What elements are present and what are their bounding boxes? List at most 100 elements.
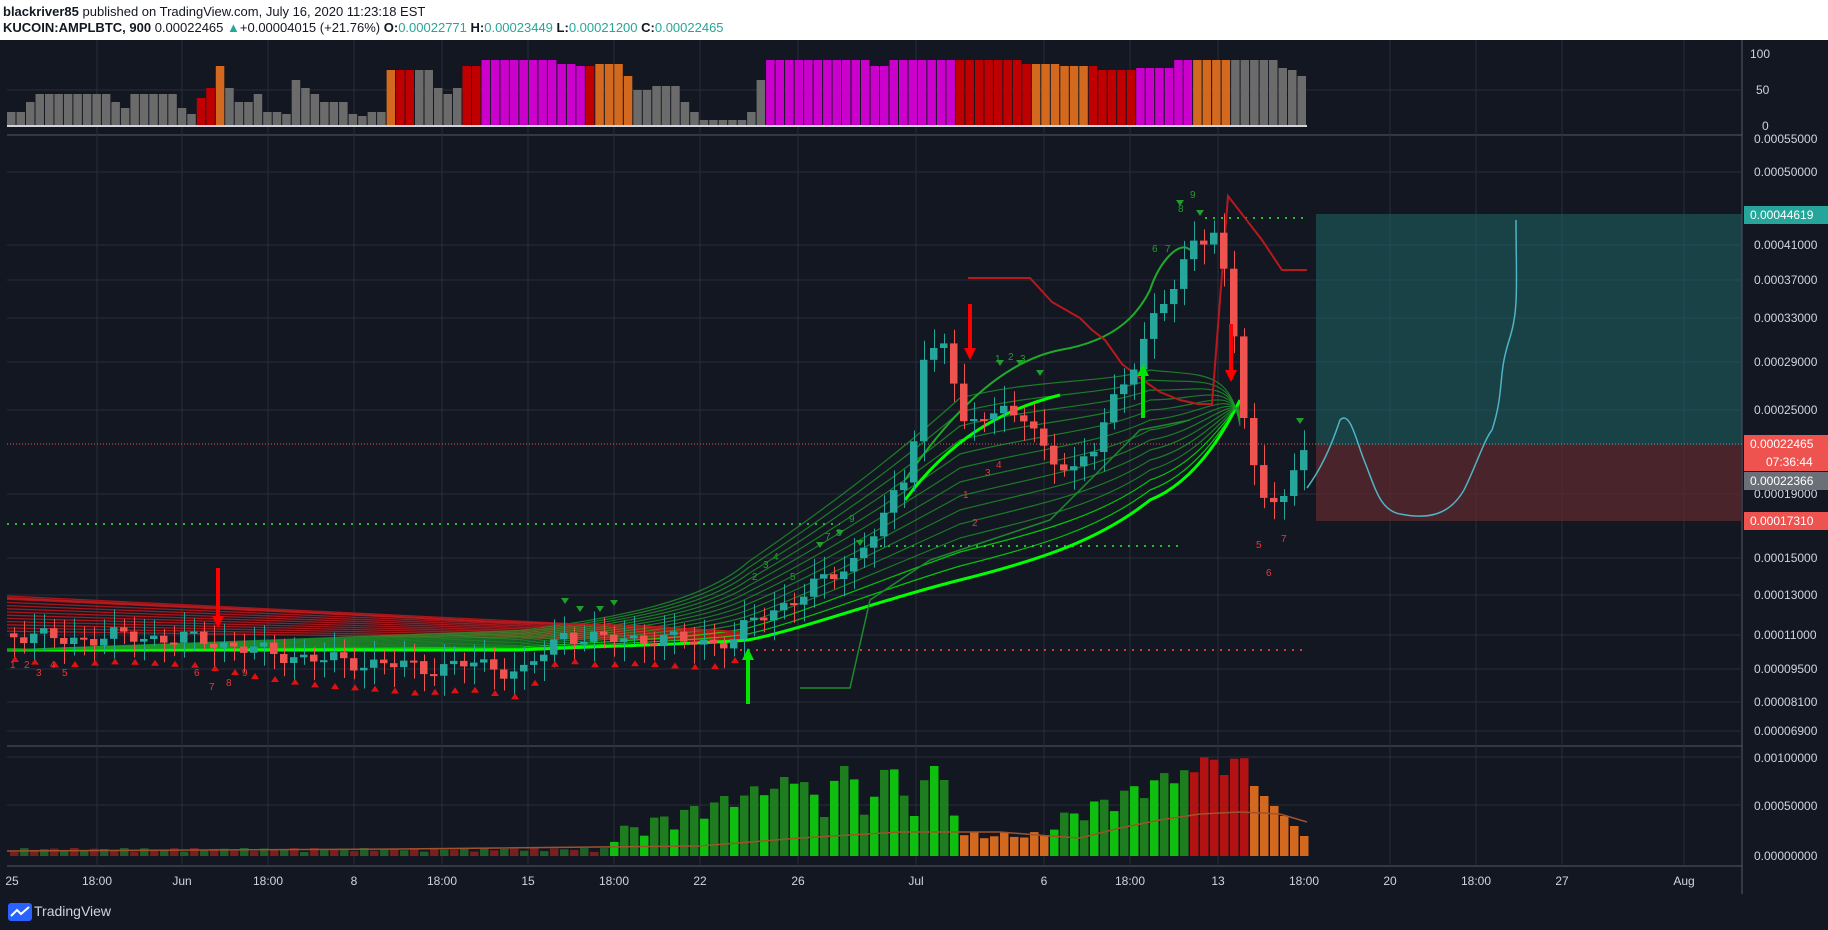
oscillator-bar (377, 112, 386, 126)
volume-bar (320, 849, 329, 856)
trailing-stop-line[interactable] (968, 193, 1307, 405)
sequence-count-label: 2 (752, 572, 758, 583)
volume-bar (490, 850, 499, 856)
volume-bar (680, 809, 689, 856)
candlestick-series[interactable] (10, 200, 1308, 700)
sequence-count-label: 7 (209, 682, 215, 693)
volume-bar (430, 848, 439, 856)
oscillator-bar (1174, 60, 1183, 126)
buy-arrow-icon[interactable] (742, 648, 754, 660)
time-axis[interactable]: 25 18:00 Jun 18:00 8 18:00 15 18:00 22 2… (5, 874, 1694, 888)
green-trail-line[interactable] (800, 419, 1191, 689)
target-zone[interactable] (1316, 214, 1742, 445)
volume-bar (280, 849, 289, 856)
green-ribbon-line (6, 399, 1241, 651)
candle-body (380, 659, 388, 664)
green-ribbon-line (6, 407, 1241, 651)
candle-body (1030, 421, 1038, 429)
projection-path[interactable] (1306, 219, 1518, 517)
volume-bar (1050, 829, 1059, 856)
sequence-count-label: 8 (226, 678, 232, 689)
sequence-count-label: 1 (963, 490, 969, 501)
candle-body (1010, 405, 1018, 416)
oscillator-bar (595, 64, 604, 126)
oscillator-bar (946, 60, 955, 126)
volume-scale-label: 0.00050000 (1754, 799, 1818, 813)
candle-body (810, 578, 818, 597)
volume-histogram[interactable] (10, 757, 1309, 856)
sell-arrow-icon[interactable] (964, 348, 976, 360)
symbol-line: KUCOIN:AMPLBTC, 900 0.00022465 ▲+0.00004… (3, 20, 724, 35)
oscillator-bar (177, 108, 187, 126)
candle-body (60, 638, 68, 644)
volume-scale[interactable]: 0.00100000 0.00050000 0.00000000 (1754, 751, 1818, 863)
stop-price-tag[interactable] (1744, 512, 1828, 530)
oscillator-bar (310, 94, 320, 126)
symbol-label[interactable]: KUCOIN:AMPLBTC, 900 (3, 20, 152, 35)
oscillator-bar (26, 102, 35, 126)
volume-bar (220, 848, 229, 856)
up-triangle-icon (11, 656, 19, 662)
oscillator-bar (955, 60, 965, 126)
signal-arrows (212, 304, 1237, 704)
sequence-count-label: 3 (1020, 354, 1026, 365)
author-name[interactable]: blackriver85 (3, 4, 79, 19)
candle-body (500, 669, 508, 679)
volume-bar (360, 848, 369, 856)
tradingview-logo-icon[interactable] (8, 903, 32, 921)
volume-bar (700, 818, 709, 856)
candle-body (1070, 466, 1078, 471)
volume-bar (780, 777, 789, 856)
sequence-count-label: 1 (10, 660, 16, 671)
volume-bar (300, 852, 309, 856)
candle-body (360, 667, 368, 671)
oscillator-bar (832, 60, 841, 126)
oscillator-bar (111, 102, 120, 126)
footer-brand[interactable]: TradingView (34, 903, 112, 919)
oscillator-bar (756, 80, 766, 126)
price-scale-label: 0.00015000 (1754, 551, 1818, 565)
up-triangle-icon (591, 661, 599, 668)
price-scale[interactable]: 0.00055000 0.00050000 0.00041000 0.00037… (1754, 132, 1818, 738)
target-price-tag[interactable] (1744, 206, 1828, 224)
candle-body (970, 419, 978, 422)
oscillator-histogram[interactable] (7, 60, 1306, 126)
volume-bar (380, 848, 389, 856)
stop-zone[interactable] (1316, 445, 1742, 521)
oscillator-bar (927, 60, 936, 126)
volume-bar (410, 848, 419, 856)
oscillator-bar (187, 114, 196, 126)
oscillator-bar (728, 120, 737, 126)
volume-bar (1100, 799, 1109, 856)
oscillator-bar (101, 94, 111, 126)
candle-body (240, 646, 248, 653)
volume-bar (370, 850, 379, 856)
volume-bar (830, 780, 839, 856)
candle-body (1190, 240, 1198, 260)
candle-body (1260, 465, 1268, 498)
oscillator-bar (699, 120, 709, 126)
candle-body (1180, 259, 1188, 289)
oscillator-scale[interactable]: 100 50 0 (1750, 47, 1770, 133)
price-scale-label: 0.00029000 (1754, 355, 1818, 369)
candle-body (940, 343, 948, 348)
buy-arrow-icon[interactable] (1137, 364, 1149, 376)
volume-bar (1140, 798, 1149, 856)
oscillator-bar (538, 60, 547, 126)
candle-body (470, 662, 478, 667)
candle-body (720, 643, 728, 649)
volume-bar (1110, 811, 1119, 856)
sell-arrow-icon[interactable] (212, 616, 224, 628)
candle-body (1020, 415, 1028, 422)
candle-body (160, 635, 168, 643)
candle-body (930, 348, 938, 360)
candle-body (560, 632, 568, 640)
oscillator-bar (196, 98, 206, 126)
last-price-tag[interactable] (1744, 435, 1828, 453)
sequence-count-label: 7 (1165, 244, 1171, 255)
sell-arrow-icon[interactable] (1225, 370, 1237, 382)
entry-price-tag[interactable] (1744, 472, 1828, 490)
